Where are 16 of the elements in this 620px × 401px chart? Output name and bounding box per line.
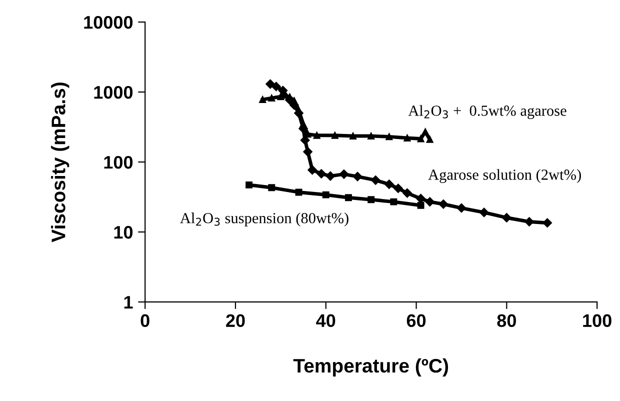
series-label: Al$_{2}$O$_{3}$ + 0.5wt% agarose	[408, 105, 566, 120]
x-tick-label: 80	[497, 314, 516, 328]
x-tick-label: 20	[226, 314, 245, 328]
x-tick-label: 100	[583, 314, 612, 328]
y-axis-title: Viscosity (mPa.s)	[51, 82, 70, 242]
x-axis-title: Temperature (ºC)	[293, 358, 448, 376]
y-tick-label: 10	[114, 226, 133, 239]
series-label: Al$_{2}$O$_{3}$ suspension (80wt%)	[180, 212, 348, 226]
y-tick-label: 1	[124, 296, 133, 308]
y-tick-label: 10000	[84, 16, 133, 29]
y-tick-label: 1000	[94, 86, 133, 99]
y-tick-label: 100	[104, 156, 133, 169]
series-label: Agarose solution (2wt%)	[428, 169, 581, 183]
x-tick-label: 60	[406, 314, 426, 328]
x-tick-label: 0	[140, 314, 150, 328]
x-tick-label: 40	[316, 314, 336, 328]
